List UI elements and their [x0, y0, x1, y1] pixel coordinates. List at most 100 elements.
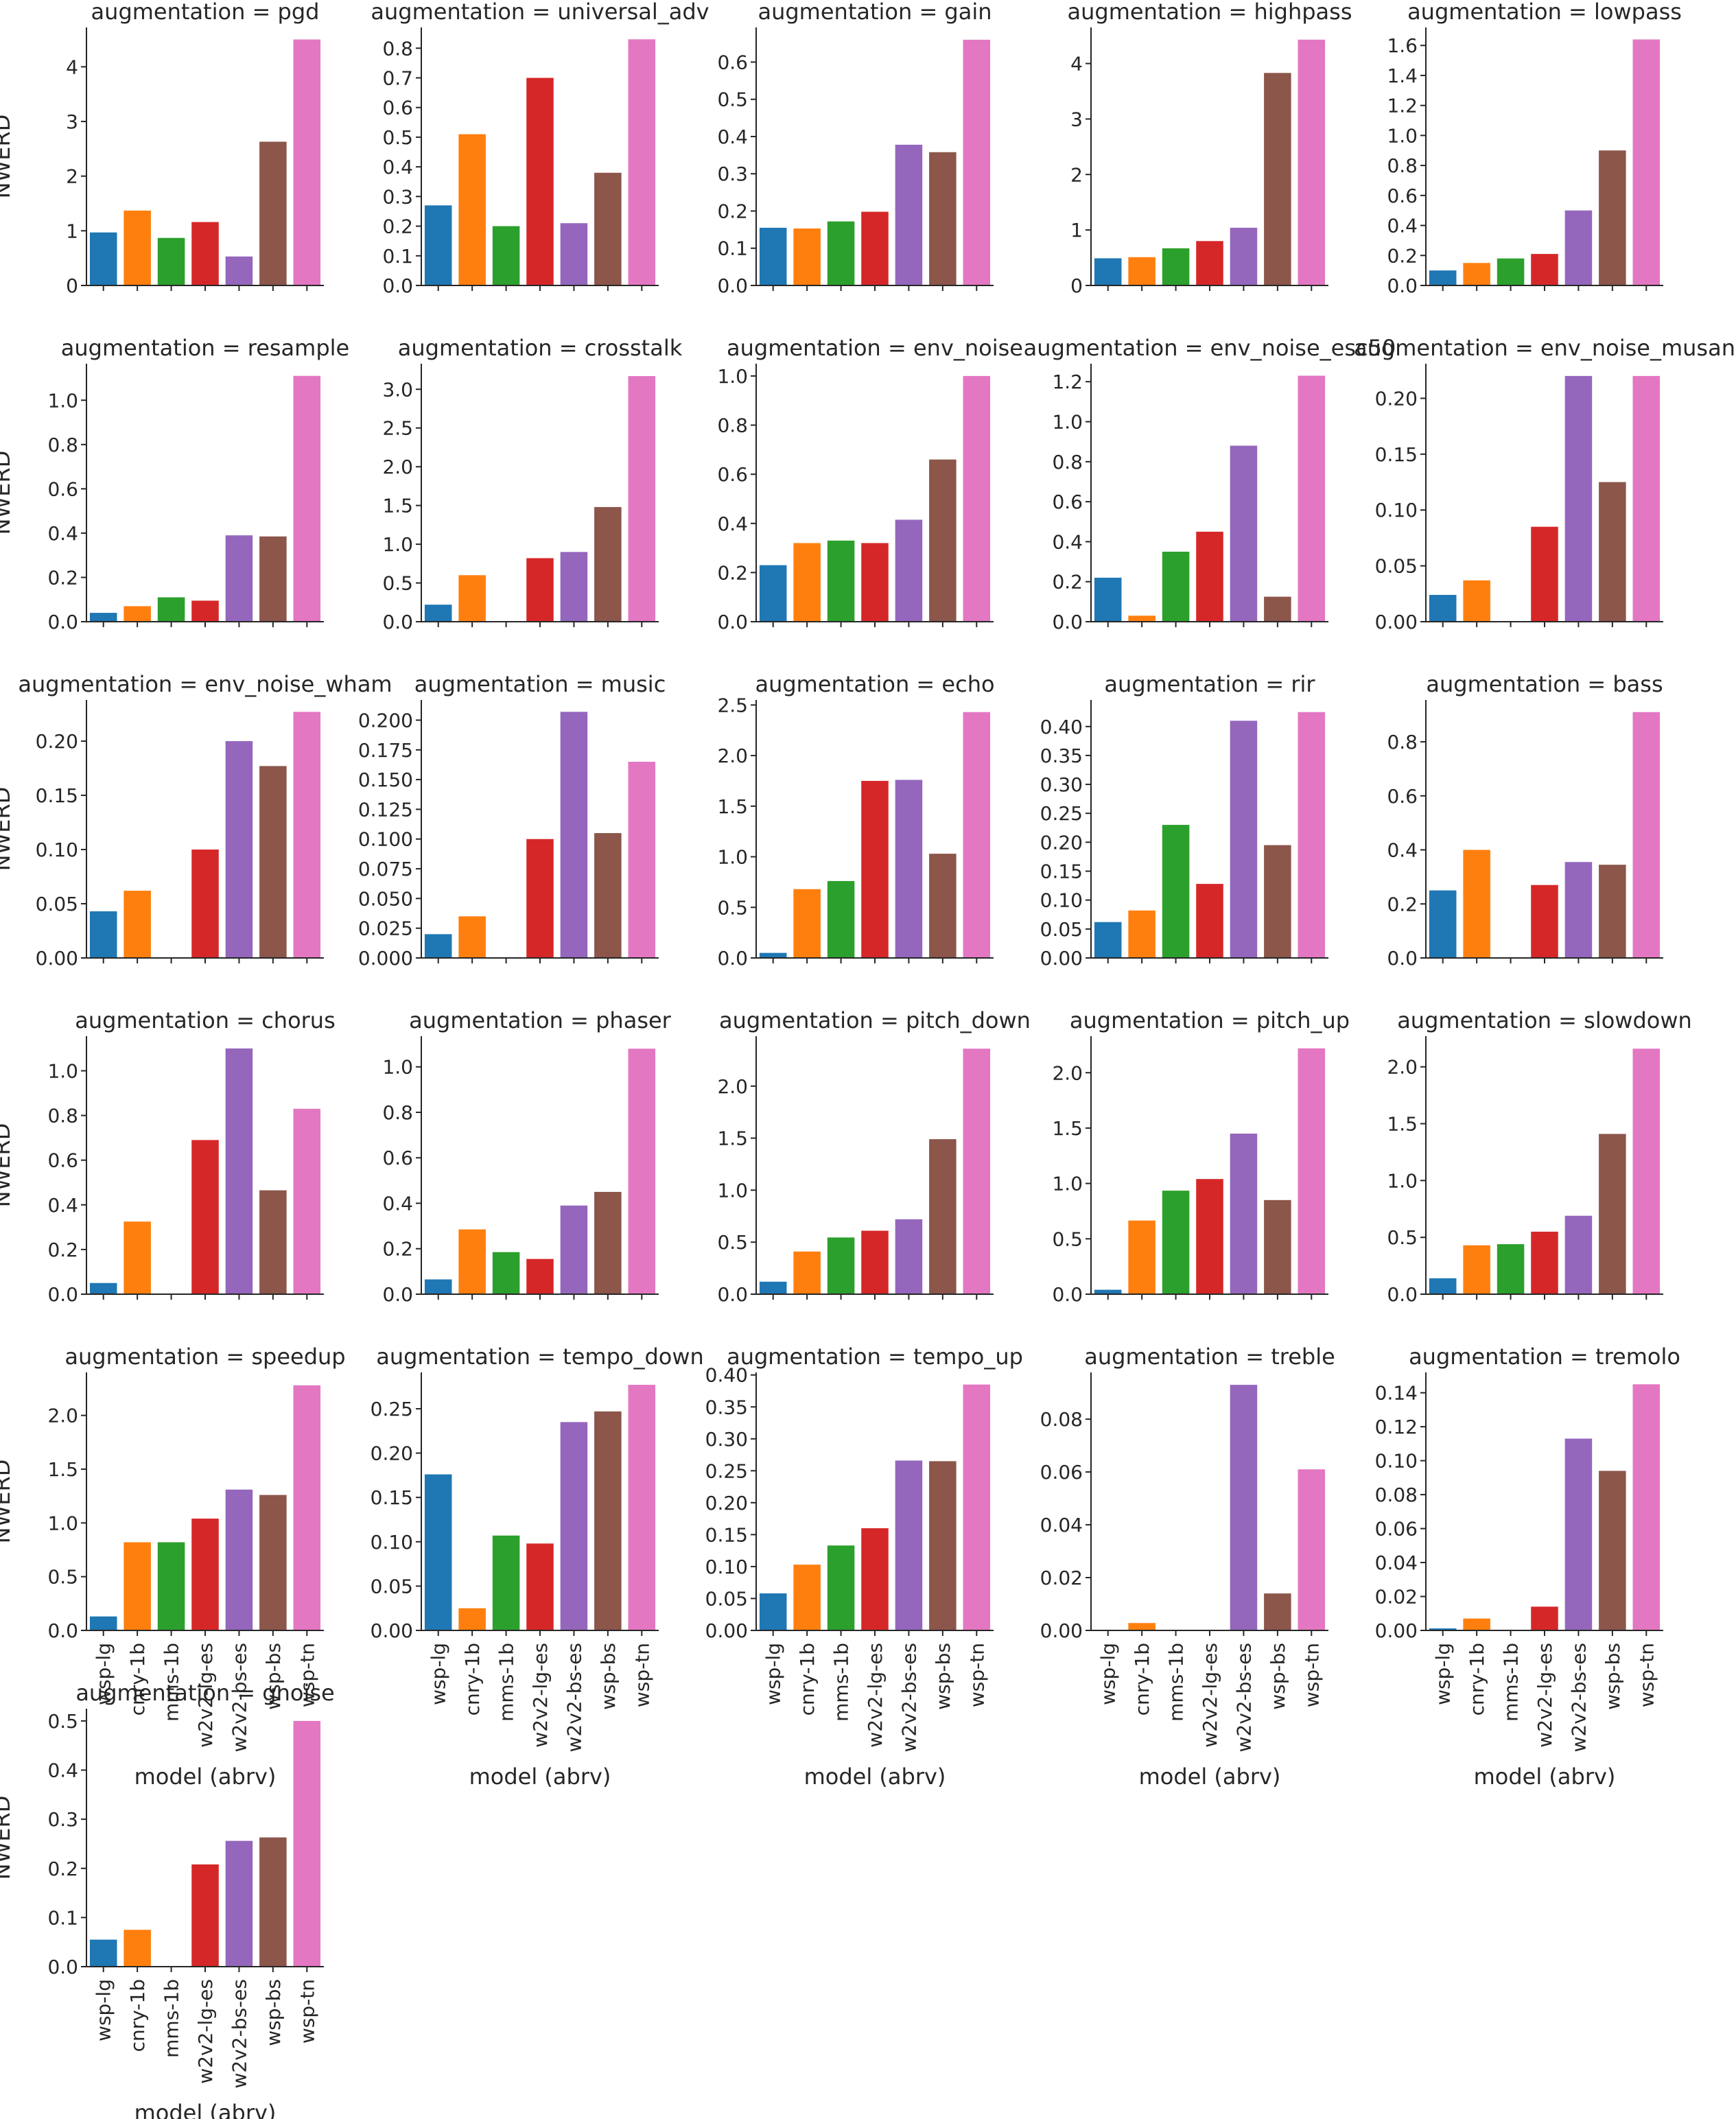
y-tick-label: 0 [66, 274, 78, 297]
y-tick-label: 0.14 [1375, 1382, 1418, 1405]
y-tick-label: 0.20 [1040, 831, 1083, 854]
y-tick-label: 0.15 [705, 1523, 748, 1546]
y-tick-label: 0.06 [1375, 1518, 1418, 1541]
bar-wsp-tn [1298, 712, 1326, 958]
y-tick-label: 0.5 [1052, 1228, 1083, 1250]
bar-wsp-lg [424, 205, 452, 285]
y-tick-label: 3 [66, 110, 78, 133]
bar-wsp-bs [594, 1191, 622, 1294]
bar-w2v2-bs-es [225, 256, 253, 285]
x-tick-label: wsp-lg [762, 1643, 785, 1705]
y-tick-label: 0.08 [1375, 1484, 1418, 1506]
y-tick-label: 0.10 [1375, 1450, 1418, 1473]
x-tick-label: w2v2-bs-es [563, 1643, 585, 1752]
y-tick-label: 0.6 [47, 478, 78, 500]
y-tick-label: 0.00 [371, 1619, 413, 1642]
y-tick-label: 0.5 [717, 896, 748, 919]
y-tick-label: 0.4 [1387, 839, 1418, 862]
bar-w2v2-bs-es [895, 1219, 923, 1294]
x-tick-label: wsp-lg [1097, 1643, 1120, 1705]
bar-wsp-bs [929, 1139, 957, 1294]
panel-title: augmentation = bass [1426, 671, 1663, 697]
bar-w2v2-lg-es [1531, 526, 1558, 622]
y-tick-label: 0.10 [1375, 499, 1418, 522]
bar-cnry-1b [793, 543, 821, 622]
bar-wsp-tn [963, 39, 991, 286]
x-tick-label: w2v2-lg-es [194, 1643, 217, 1748]
y-tick-label: 4 [1070, 53, 1083, 75]
bar-wsp-lg [1429, 890, 1457, 958]
y-tick-label: 0.04 [1375, 1552, 1418, 1574]
facet-panel-11: augmentation = music 0.000 0.025 0.050 0.075… [358, 671, 666, 970]
bar-wsp-bs [929, 854, 957, 958]
facet-panel-21: augmentation = tempo_down 0.00 0.05 0.10 0.1… [371, 1344, 704, 1790]
y-tick-label: 0.2 [47, 566, 78, 589]
y-tick-label: 1.2 [1052, 371, 1083, 393]
y-tick-label: 0.5 [1387, 1226, 1418, 1249]
bar-wsp-bs [259, 766, 287, 958]
y-tick-label: 0.3 [382, 185, 413, 208]
facet-panel-15: augmentation = chorus 0.0 0.2 0.4 0.6 0.8 1.0 N… [0, 1007, 336, 1306]
y-tick-label: 0.5 [717, 1231, 748, 1254]
y-tick-label: 0.05 [371, 1575, 413, 1597]
y-tick-label: 0.6 [47, 1149, 78, 1172]
bar-cnry-1b [1463, 1618, 1490, 1630]
bar-cnry-1b [124, 210, 151, 285]
y-tick-label: 0.0 [47, 1619, 78, 1642]
bar-cnry-1b [793, 228, 821, 285]
y-tick-label: 0.15 [1040, 861, 1083, 883]
y-tick-label: 1.5 [717, 1127, 748, 1150]
y-tick-label: 0.075 [358, 858, 413, 880]
bar-w2v2-lg-es [1196, 241, 1223, 285]
y-tick-label: 0.125 [358, 798, 413, 821]
bar-wsp-tn [1632, 1384, 1661, 1630]
bar-w2v2-lg-es [191, 850, 219, 958]
bar-wsp-lg [759, 1593, 787, 1630]
bar-wsp-tn [293, 712, 321, 958]
y-tick-label: 0.8 [47, 1105, 78, 1127]
y-tick-label: 0.2 [717, 561, 748, 584]
facet-panel-9: augmentation = env_noise_musan 0.00 0.05 0.… [1354, 335, 1735, 633]
bar-wsp-lg [759, 227, 787, 285]
y-tick-label: 0.0 [1387, 1283, 1418, 1306]
y-tick-label: 0.4 [717, 513, 748, 535]
x-tick-label: w2v2-bs-es [228, 1643, 250, 1752]
y-tick-label: 0.40 [1040, 716, 1083, 738]
panel-title: augmentation = gnoise [75, 1680, 334, 1706]
panel-title: augmentation = tempo_up [727, 1344, 1023, 1370]
panel-title: augmentation = slowdown [1397, 1007, 1692, 1033]
panel-title: augmentation = pitch_up [1070, 1007, 1350, 1033]
bar-mms-1b [827, 221, 855, 285]
bar-wsp-tn [1632, 375, 1661, 622]
bar-cnry-1b [1128, 910, 1156, 958]
bar-w2v2-lg-es [861, 1230, 889, 1294]
panel-title: augmentation = env_noise_musan [1354, 335, 1735, 361]
bar-wsp-bs [259, 1495, 287, 1630]
x-tick-label: cnry-1b [796, 1643, 819, 1716]
bar-wsp-tn [293, 375, 321, 622]
x-tick-label: w2v2-lg-es [1534, 1643, 1556, 1748]
y-tick-label: 1.0 [1387, 124, 1418, 147]
y-tick-label: 0.15 [36, 784, 78, 807]
bar-wsp-tn [628, 1049, 656, 1294]
y-tick-label: 0.8 [1052, 451, 1083, 473]
bar-w2v2-lg-es [861, 780, 889, 958]
x-tick-label: wsp-lg [93, 1643, 115, 1705]
bar-wsp-lg [1094, 922, 1122, 958]
bar-mms-1b [492, 226, 520, 285]
facet-panel-19: augmentation = slowdown 0.0 0.5 1.0 1.5 2.0 [1387, 1007, 1691, 1306]
y-tick-label: 0.200 [358, 709, 413, 731]
y-tick-label: 1.6 [1387, 34, 1418, 57]
bar-wsp-lg [424, 605, 452, 622]
y-axis-label: NWERD [0, 1123, 15, 1208]
bar-wsp-bs [259, 1190, 287, 1294]
y-tick-label: 1.0 [47, 1512, 78, 1534]
panel-title: augmentation = tremolo [1409, 1344, 1680, 1370]
bar-cnry-1b [1463, 263, 1490, 285]
bar-w2v2-lg-es [191, 222, 219, 285]
y-tick-label: 0.4 [382, 156, 413, 178]
bar-mms-1b [827, 880, 855, 958]
bar-cnry-1b [458, 1229, 486, 1294]
y-tick-label: 0.0 [1052, 1283, 1083, 1306]
bar-cnry-1b [793, 889, 821, 958]
